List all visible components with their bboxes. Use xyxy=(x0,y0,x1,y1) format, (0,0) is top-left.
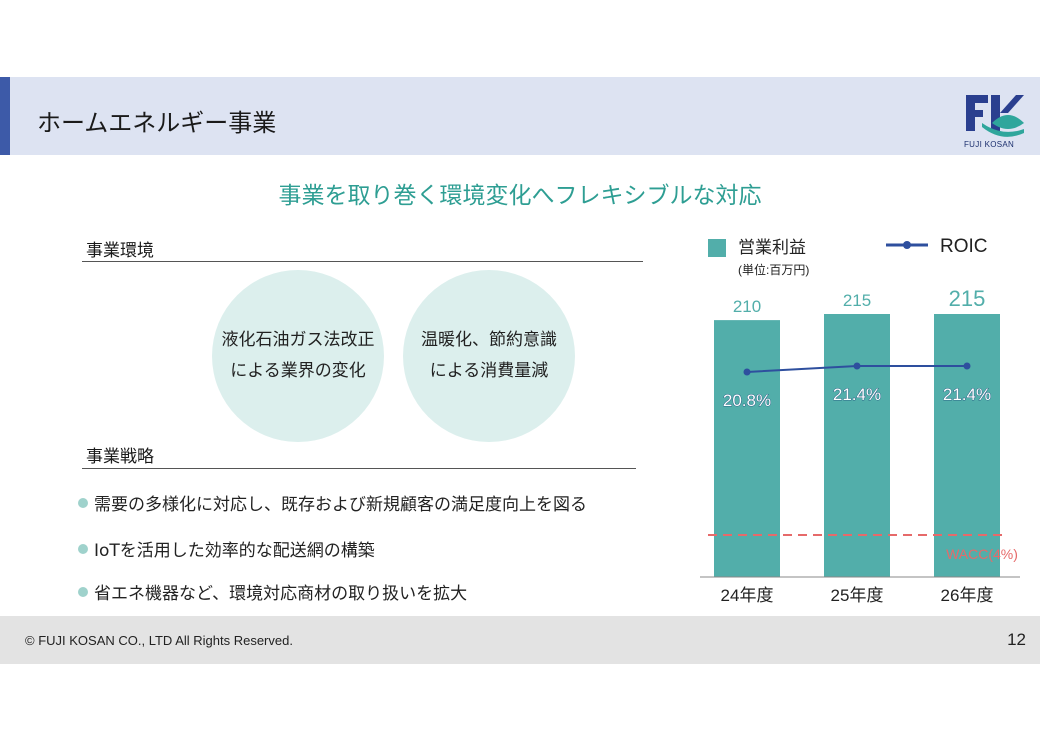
legend-label-operating-profit: 営業利益 xyxy=(738,238,806,257)
strategy-divider xyxy=(82,468,636,469)
strategy-bullet-1-text: 需要の多様化に対応し、既存および新規顧客の満足度向上を図る xyxy=(94,495,587,515)
bar-operating-profit xyxy=(934,314,1000,577)
footer-band xyxy=(0,616,1040,664)
roic-point xyxy=(963,362,971,370)
environment-circle-2-text: 温暖化、節約意識 による消費量減 xyxy=(421,330,557,381)
legend-swatch-operating-profit xyxy=(708,239,726,257)
roic-value-label: 21.4% xyxy=(943,385,991,404)
strategy-bullet-2: IoTを活用した効率的な配送網の構築 xyxy=(78,536,375,561)
slide-subtitle: 事業を取り巻く環境変化へフレキシブルな対応 xyxy=(278,183,762,209)
bullet-dot-icon xyxy=(78,543,88,554)
roic-value-label: 21.4% xyxy=(833,385,881,404)
environment-circle-1: 液化石油ガス法改正 による業界の変化 xyxy=(212,270,384,442)
logo-text: FUJI KOSAN xyxy=(964,140,1015,149)
environment-circle-2: 温暖化、節約意識 による消費量減 xyxy=(403,270,575,442)
strategy-bullet-3-text: 省エネ機器など、環境対応商材の取り扱いを拡大 xyxy=(94,584,468,604)
bullet-dot-icon xyxy=(78,586,88,597)
wacc-label: WACC(4%) xyxy=(946,546,1018,562)
legend-marker-roic xyxy=(903,241,911,249)
header-band xyxy=(0,77,1040,155)
legend-label-roic: ROIC xyxy=(940,236,988,257)
copyright-text: © FUJI KOSAN CO., LTD All Rights Reserve… xyxy=(25,633,293,648)
environment-divider xyxy=(82,261,643,262)
profit-roic-chart: 営業利益 (単位:百万円) ROIC 210 215 215 24年度 25年度 26年度 WAC… xyxy=(700,236,1020,605)
x-tick-label: 24年度 xyxy=(721,586,774,605)
bar-operating-profit xyxy=(824,314,890,577)
roic-point xyxy=(853,362,861,370)
environment-heading: 事業環境 xyxy=(86,241,154,261)
page-title: ホームエネルギー事業 xyxy=(37,109,277,137)
strategy-heading: 事業戦略 xyxy=(86,447,154,467)
bar-value-label: 210 xyxy=(733,297,761,316)
bar-operating-profit xyxy=(714,320,780,577)
x-tick-label: 26年度 xyxy=(941,586,994,605)
header-accent-bar xyxy=(0,77,10,155)
roic-point xyxy=(743,368,751,376)
strategy-bullet-2-text: IoTを活用した効率的な配送網の構築 xyxy=(94,541,375,561)
page-number: 12 xyxy=(1007,630,1026,649)
x-tick-label: 25年度 xyxy=(831,586,884,605)
environment-circle-1-text: 液化石油ガス法改正 による業界の変化 xyxy=(221,330,375,381)
strategy-bullet-1: 需要の多様化に対応し、既存および新規顧客の満足度向上を図る xyxy=(78,490,587,515)
company-logo xyxy=(966,95,1024,137)
bar-value-label: 215 xyxy=(843,291,871,310)
bar-value-label: 215 xyxy=(949,286,986,311)
strategy-bullet-3: 省エネ機器など、環境対応商材の取り扱いを拡大 xyxy=(78,579,467,604)
bullet-dot-icon xyxy=(78,497,88,508)
chart-unit-note: (単位:百万円) xyxy=(738,262,809,277)
roic-value-label: 20.8% xyxy=(723,391,771,410)
